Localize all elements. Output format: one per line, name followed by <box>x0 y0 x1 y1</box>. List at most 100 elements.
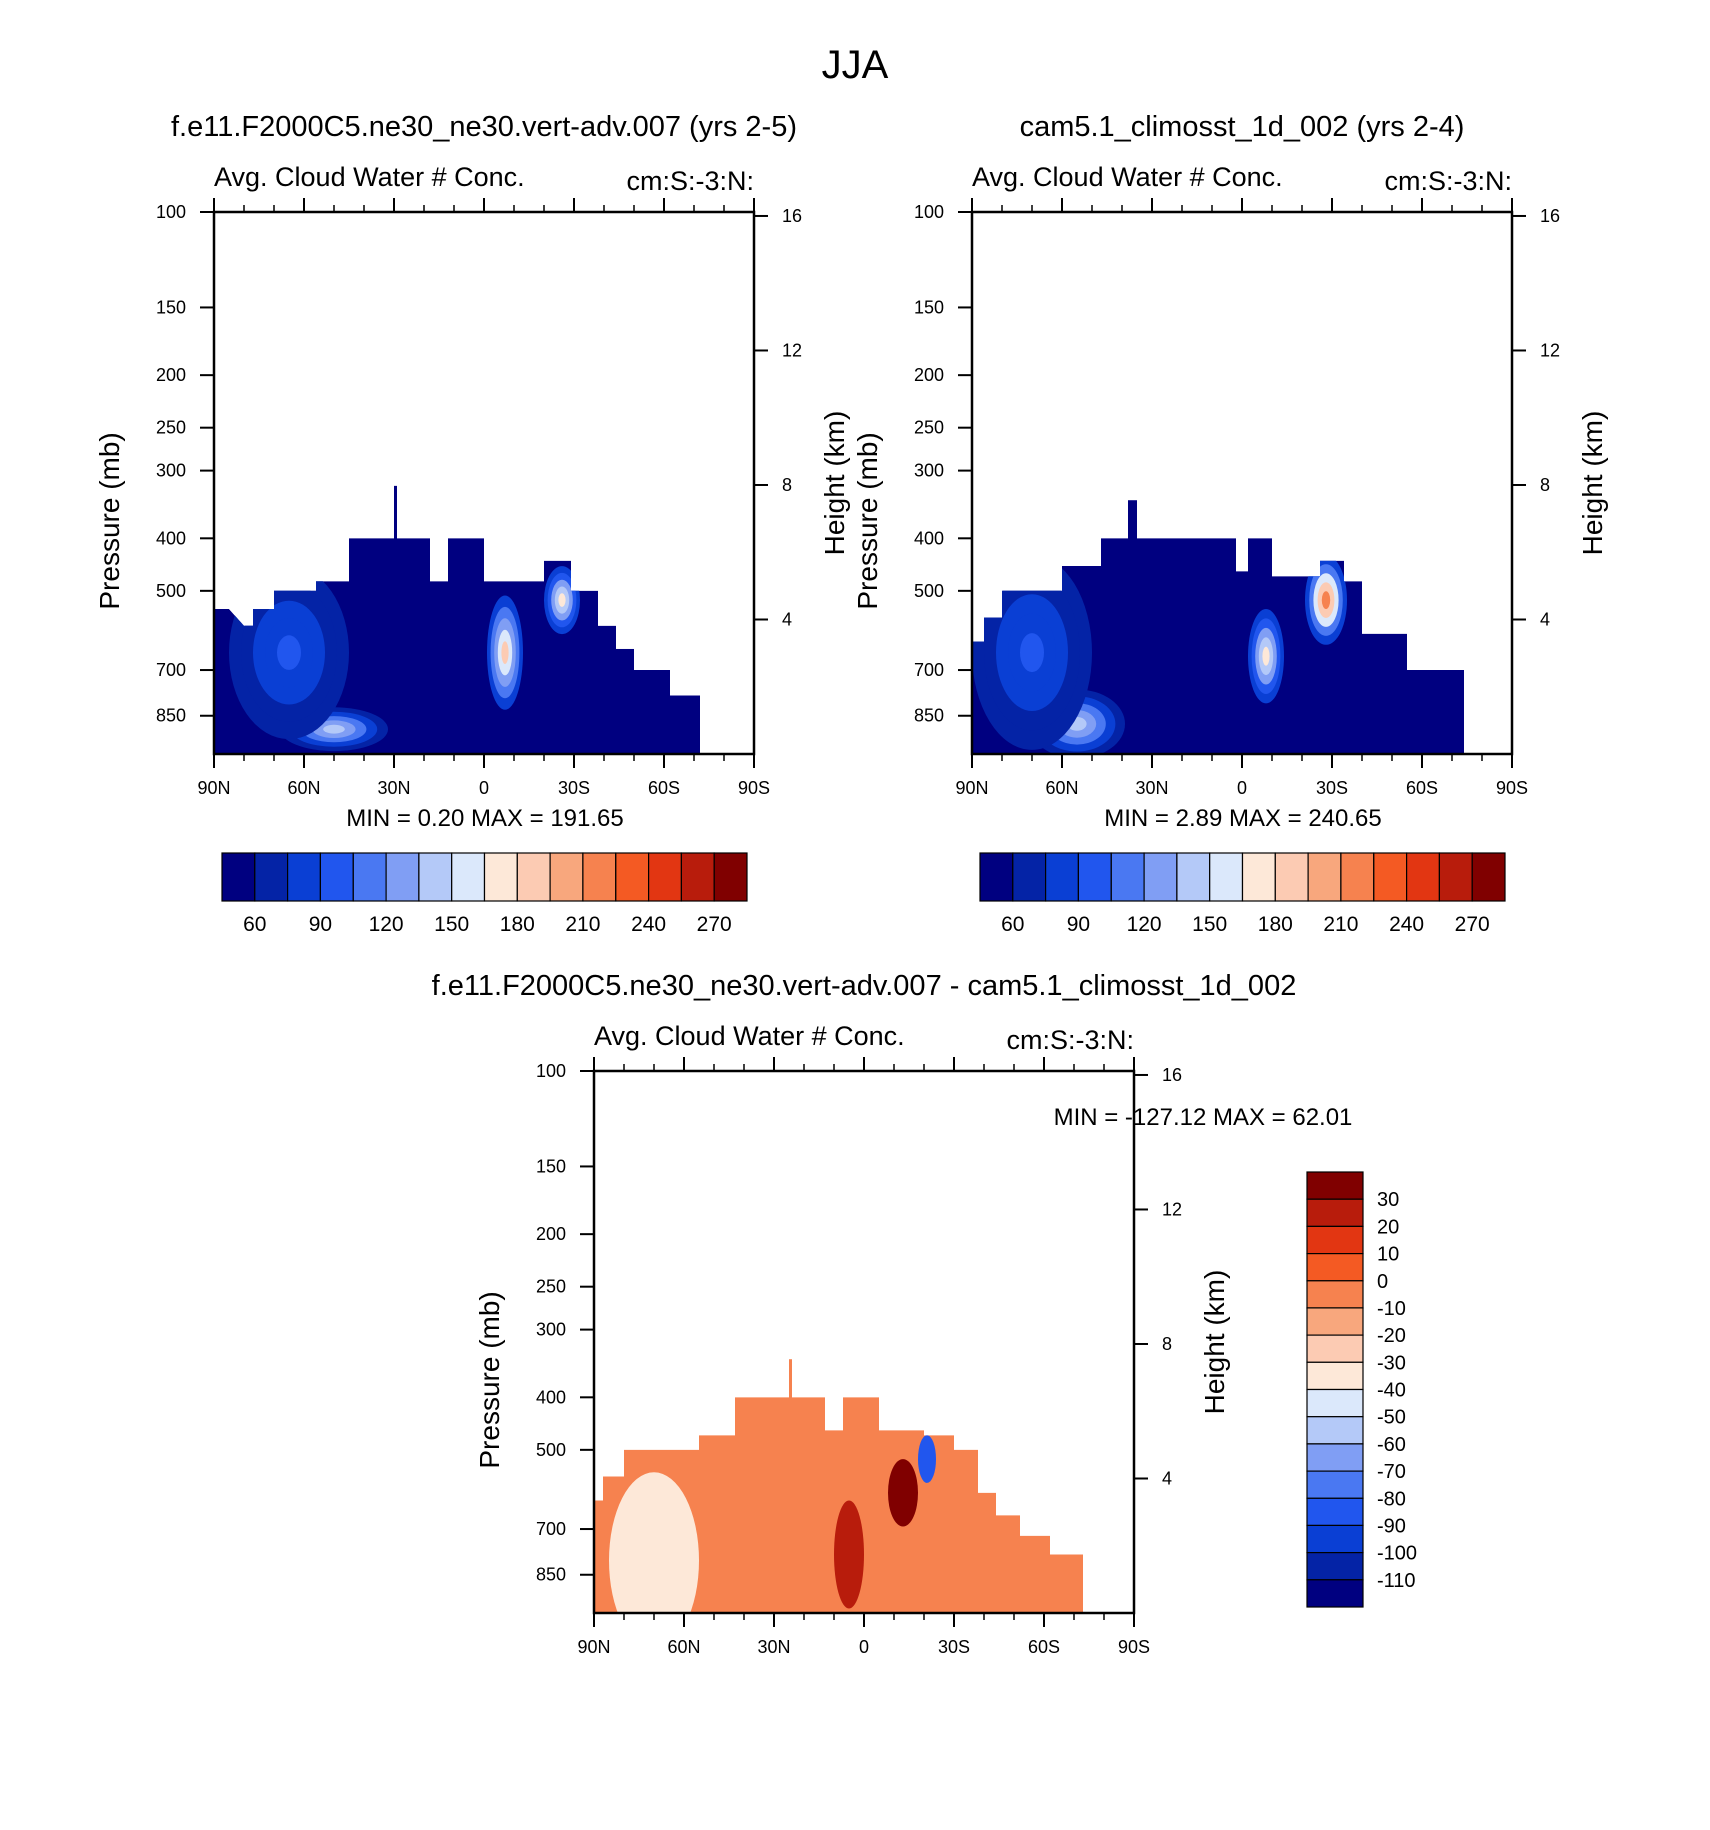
y-tick-label: 300 <box>536 1320 566 1340</box>
x-tick-label: 30N <box>757 1637 790 1657</box>
panel-title: f.e11.F2000C5.ne30_ne30.vert-adv.007 - c… <box>432 970 1297 1002</box>
field-contour <box>277 635 301 670</box>
y2-tick-label: 4 <box>1162 1468 1172 1488</box>
colorbar-box <box>1438 852 1473 902</box>
y2-tick-label: 4 <box>782 609 792 629</box>
y2-tick-label: 12 <box>1540 340 1560 360</box>
colorbar-label: 90 <box>1067 913 1090 936</box>
y2-tick-label: 8 <box>1162 1334 1172 1354</box>
colorbar-box <box>1373 852 1408 902</box>
y2-tick-label: 16 <box>1162 1065 1182 1085</box>
y2-tick-label: 12 <box>782 340 802 360</box>
colorbar-box <box>1471 852 1506 902</box>
colorbar-box <box>647 852 682 902</box>
colorbar-label: 270 <box>697 913 732 936</box>
y-tick-label: 100 <box>156 202 186 222</box>
colorbar-label: 210 <box>565 913 600 936</box>
colorbar-box <box>1143 852 1178 902</box>
colorbar-label: 180 <box>500 913 535 936</box>
left-string: Avg. Cloud Water # Conc. <box>214 162 525 192</box>
colorbar-box <box>1306 1416 1364 1445</box>
x-tick-label: 30S <box>1316 778 1348 798</box>
left-string: Avg. Cloud Water # Conc. <box>594 1021 905 1051</box>
colorbar-box <box>582 852 617 902</box>
y2-tick-label: 4 <box>1540 609 1550 629</box>
colorbar-label: 60 <box>243 913 266 936</box>
y-tick-label: 300 <box>156 461 186 481</box>
y-tick-label: 250 <box>536 1277 566 1297</box>
y-tick-label: 700 <box>914 660 944 680</box>
x-tick-label: 90N <box>197 778 230 798</box>
left-string: Avg. Cloud Water # Conc. <box>972 162 1283 192</box>
colorbar-label: 0 <box>1377 1271 1388 1293</box>
colorbar-box <box>1077 852 1112 902</box>
field-base <box>594 1359 1083 1613</box>
colorbar-label: 30 <box>1377 1189 1399 1211</box>
colorbar-box <box>1306 1579 1364 1608</box>
colorbar-box <box>1110 852 1145 902</box>
x-tick-label: 60S <box>648 778 680 798</box>
panel-title: f.e11.F2000C5.ne30_ne30.vert-adv.007 (yr… <box>171 111 797 143</box>
x-tick-label: 90S <box>1496 778 1528 798</box>
x-tick-label: 60S <box>1028 1637 1060 1657</box>
right-string: cm:S:-3:N: <box>1384 166 1512 196</box>
y-axis-label: Pressure (mb) <box>852 432 883 609</box>
y-tick-label: 200 <box>156 365 186 385</box>
y-tick-label: 150 <box>156 297 186 317</box>
colorbar-box <box>1209 852 1244 902</box>
colorbar-box <box>1306 1198 1364 1227</box>
colorbar-box <box>1274 852 1309 902</box>
colorbar-label: 240 <box>1389 913 1424 936</box>
y-tick-label: 500 <box>156 581 186 601</box>
y-tick-label: 500 <box>914 581 944 601</box>
y-tick-label: 200 <box>914 365 944 385</box>
right-string: cm:S:-3:N: <box>1006 1025 1134 1055</box>
colorbar: 60 90 120 150 180 210 240 270 <box>221 852 748 936</box>
min-max-label: MIN = -127.12 MAX = 62.01 <box>1054 1104 1353 1131</box>
y2-tick-label: 8 <box>1540 475 1550 495</box>
colorbar-label: 90 <box>309 913 332 936</box>
colorbar-box <box>352 852 387 902</box>
y2-axis-label: Height (km) <box>819 411 850 556</box>
min-max-label: MIN = 2.89 MAX = 240.65 <box>1104 805 1382 832</box>
y-tick-label: 150 <box>914 297 944 317</box>
colorbar-label: 210 <box>1323 913 1358 936</box>
x-tick-label: 90N <box>577 1637 610 1657</box>
colorbar-box <box>1306 1307 1364 1336</box>
colorbar-box <box>483 852 518 902</box>
colorbar-box <box>549 852 584 902</box>
field-contour <box>1020 633 1044 673</box>
field-contour <box>918 1435 936 1483</box>
y-tick-label: 300 <box>914 461 944 481</box>
colorbar-label: 60 <box>1001 913 1024 936</box>
y2-axis-label: Height (km) <box>1199 1270 1230 1415</box>
colorbar: 60 90 120 150 180 210 240 270 <box>979 852 1506 936</box>
y2-tick-label: 16 <box>782 206 802 226</box>
panel-title: cam5.1_climosst_1d_002 (yrs 2-4) <box>1020 111 1465 143</box>
colorbar-box <box>287 852 322 902</box>
colorbar-box <box>680 852 715 902</box>
colorbar-label: -30 <box>1377 1352 1406 1374</box>
colorbar-box <box>615 852 650 902</box>
y-tick-label: 700 <box>536 1519 566 1539</box>
colorbar-box <box>1306 1225 1364 1255</box>
field-contour <box>501 641 509 664</box>
right-string: cm:S:-3:N: <box>626 166 754 196</box>
colorbar-label: -100 <box>1377 1543 1417 1565</box>
x-tick-label: 0 <box>479 778 489 798</box>
field-base <box>972 500 1464 754</box>
colorbar-label: -110 <box>1377 1570 1416 1592</box>
panel-b: 90N 60N 30N 0 30S 60S 90S 100 150 200 250 300 400 500… <box>852 111 1608 936</box>
colorbar-box <box>1307 852 1342 902</box>
y-tick-label: 850 <box>536 1565 566 1585</box>
y-tick-label: 100 <box>914 202 944 222</box>
field-contour <box>558 593 566 607</box>
colorbar-label: 150 <box>434 913 469 936</box>
colorbar: 30 20 10 0 -10 -20 -30 -40 -50 -60 -70 -80 -90 -100 -1… <box>1306 1171 1417 1608</box>
x-tick-label: 60N <box>1045 778 1078 798</box>
colorbar-label: 240 <box>631 913 666 936</box>
colorbar-label: 120 <box>369 913 404 936</box>
y2-tick-label: 8 <box>782 475 792 495</box>
field-contour <box>609 1472 699 1613</box>
